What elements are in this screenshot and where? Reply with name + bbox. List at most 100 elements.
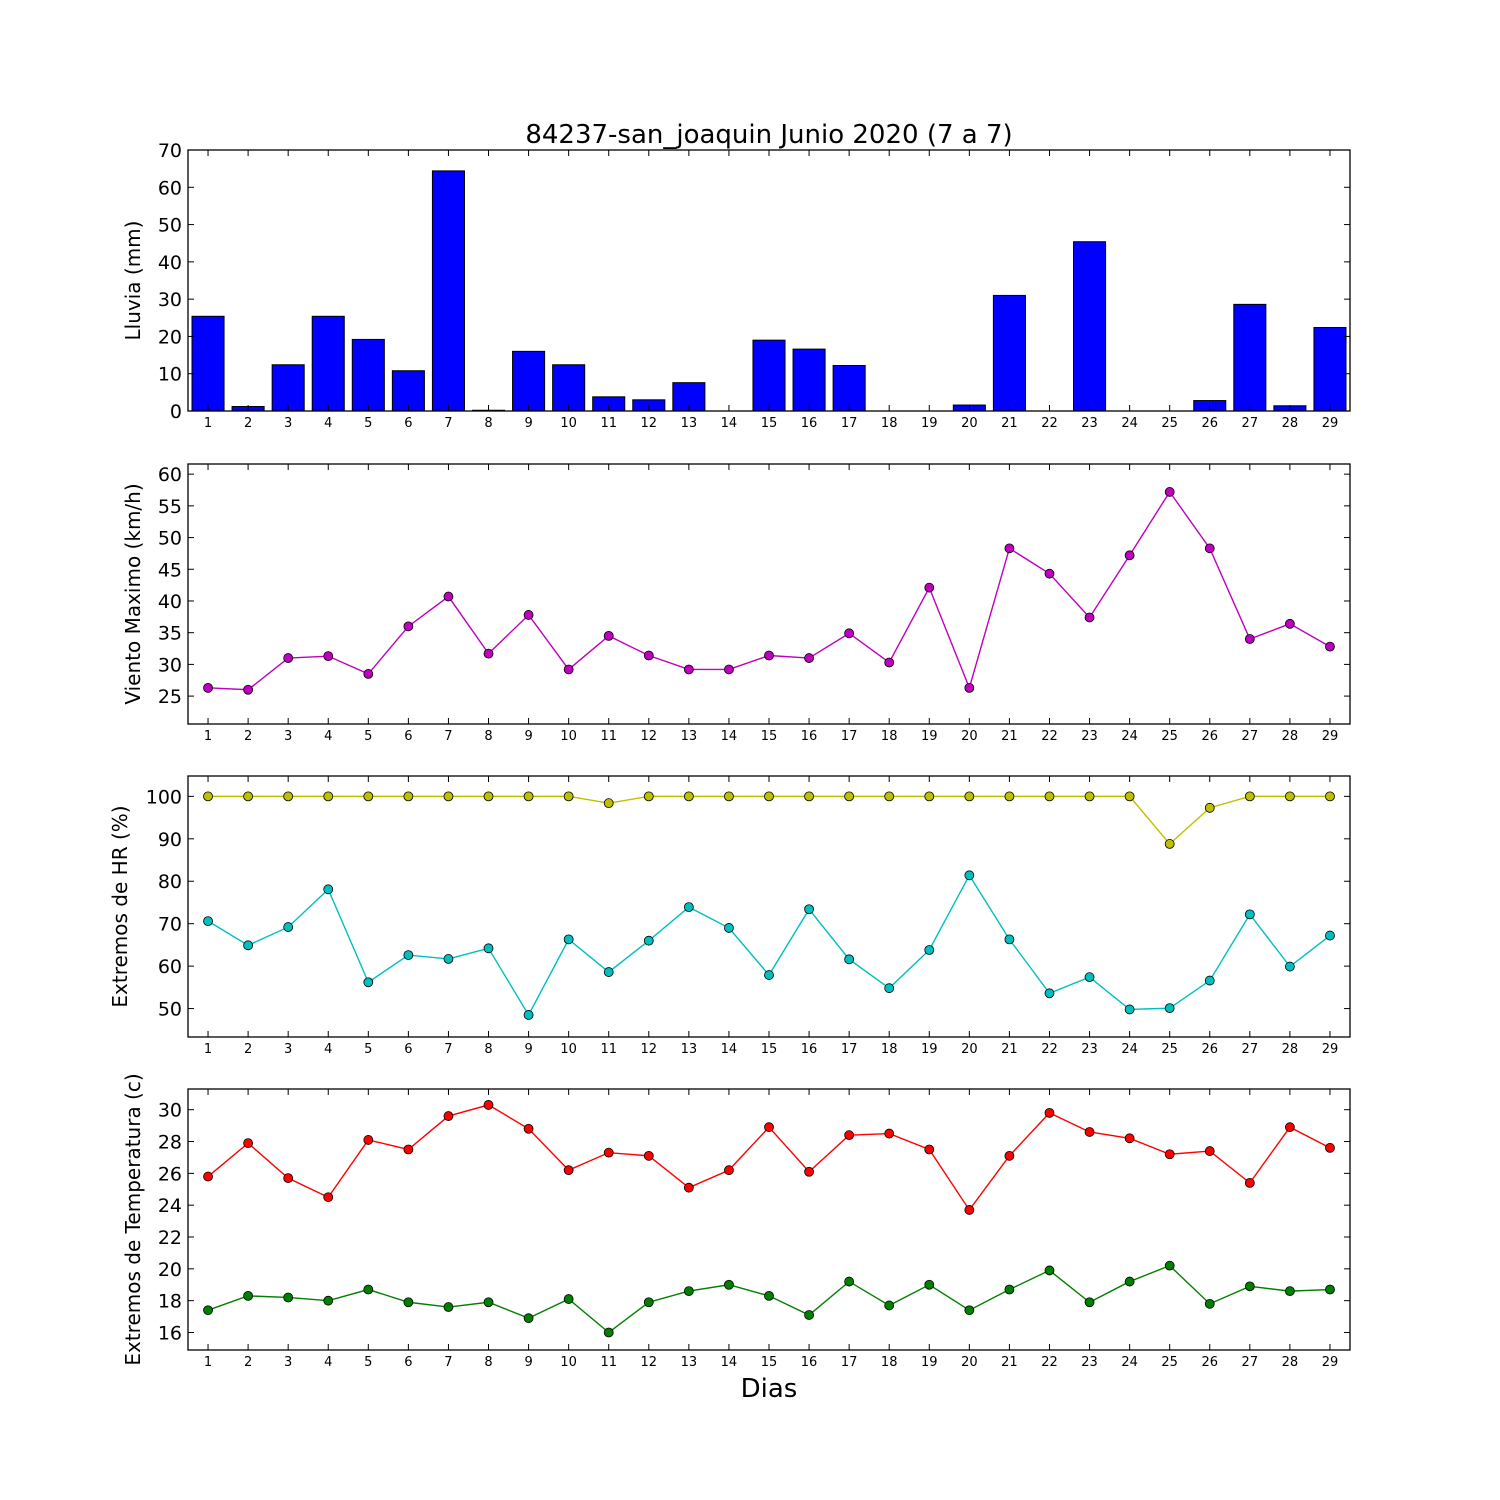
point-day-29 xyxy=(1325,1142,1335,1153)
point-day-12 xyxy=(643,1297,654,1308)
bar-day-5 xyxy=(351,338,385,412)
point-day-28 xyxy=(1284,1286,1295,1297)
xtick-label: 22 xyxy=(1041,1042,1058,1057)
xtick-label: 3 xyxy=(284,416,292,431)
point-day-16 xyxy=(804,653,814,663)
point-day-9 xyxy=(523,1313,534,1324)
point-day-2 xyxy=(243,1138,254,1149)
point-day-13 xyxy=(683,1182,694,1193)
ytick-label: 40 xyxy=(158,252,182,274)
xtick-label: 22 xyxy=(1041,729,1058,744)
xtick-label: 2 xyxy=(244,1355,252,1370)
point-day-17 xyxy=(844,791,855,802)
point-day-15 xyxy=(764,791,774,802)
point-day-29 xyxy=(1325,930,1335,941)
point-day-25 xyxy=(1164,1149,1175,1160)
point-day-16 xyxy=(804,1310,814,1320)
ytick-label: 80 xyxy=(158,871,182,893)
point-day-28 xyxy=(1284,1122,1295,1133)
xtick-label: 11 xyxy=(600,416,617,431)
point-day-26 xyxy=(1204,975,1215,986)
xtick-label: 20 xyxy=(961,1042,978,1057)
point-day-15 xyxy=(764,1290,774,1301)
point-day-12 xyxy=(643,791,654,802)
point-day-26 xyxy=(1204,1298,1215,1309)
point-day-3 xyxy=(283,1173,294,1184)
xtick-label: 29 xyxy=(1322,729,1339,744)
point-day-12 xyxy=(643,1150,654,1161)
point-day-3 xyxy=(283,791,294,802)
ytick-label: 16 xyxy=(158,1322,182,1344)
bar-day-4 xyxy=(311,315,345,412)
point-day-18 xyxy=(884,791,895,802)
xtick-label: 28 xyxy=(1282,1042,1299,1057)
xtick-label: 17 xyxy=(841,1355,858,1370)
bar-day-23 xyxy=(1073,241,1107,412)
point-day-22 xyxy=(1044,1265,1055,1276)
xtick-label: 9 xyxy=(524,416,532,431)
point-day-9 xyxy=(523,1010,534,1020)
point-day-12 xyxy=(643,650,654,661)
xtick-label: 10 xyxy=(560,1355,577,1370)
point-day-2 xyxy=(243,791,254,802)
xtick-label: 12 xyxy=(641,1355,658,1370)
xtick-label: 21 xyxy=(1001,1042,1018,1057)
point-day-16 xyxy=(804,791,814,802)
point-day-1 xyxy=(203,1305,213,1316)
xtick-label: 4 xyxy=(324,1355,332,1370)
point-day-13 xyxy=(683,664,694,675)
ytick-label: 50 xyxy=(158,528,182,550)
xtick-label: 16 xyxy=(801,1355,818,1370)
point-day-23 xyxy=(1084,1127,1095,1137)
xtick-label: 28 xyxy=(1282,729,1299,744)
point-day-19 xyxy=(924,582,935,593)
point-day-22 xyxy=(1044,568,1055,579)
point-day-18 xyxy=(884,983,895,994)
point-day-14 xyxy=(724,1279,734,1290)
point-day-6 xyxy=(403,1297,414,1308)
xtick-label: 4 xyxy=(324,729,332,744)
xtick-label: 1 xyxy=(204,1042,212,1057)
xtick-label: 8 xyxy=(484,416,492,431)
point-day-4 xyxy=(323,1192,334,1203)
point-day-15 xyxy=(764,650,774,661)
point-day-11 xyxy=(603,798,614,809)
point-day-24 xyxy=(1124,1004,1135,1015)
ytick-label: 100 xyxy=(146,786,182,808)
point-day-17 xyxy=(844,954,855,965)
ytick-label: 30 xyxy=(158,1100,182,1122)
xtick-label: 10 xyxy=(560,1042,577,1057)
xtick-label: 25 xyxy=(1161,1042,1178,1057)
series-1 xyxy=(203,1100,1335,1215)
xtick-label: 9 xyxy=(524,729,532,744)
ytick-label: 0 xyxy=(170,401,182,423)
point-day-8 xyxy=(483,1297,494,1308)
point-day-21 xyxy=(1004,791,1015,802)
series-2 xyxy=(203,1260,1335,1338)
point-day-25 xyxy=(1164,487,1175,497)
point-day-1 xyxy=(203,916,213,927)
ytick-label: 22 xyxy=(158,1227,182,1249)
point-day-21 xyxy=(1004,543,1015,554)
xtick-label: 22 xyxy=(1041,1355,1058,1370)
xtick-label: 27 xyxy=(1242,729,1259,744)
xtick-label: 15 xyxy=(761,729,778,744)
xtick-label: 3 xyxy=(284,1042,292,1057)
point-day-13 xyxy=(683,902,694,913)
point-day-7 xyxy=(443,1302,454,1312)
xtick-label: 27 xyxy=(1242,416,1259,431)
xtick-label: 12 xyxy=(641,1042,658,1057)
xtick-label: 14 xyxy=(721,1355,738,1370)
point-day-10 xyxy=(563,664,574,675)
point-day-20 xyxy=(964,682,975,693)
bar-day-17 xyxy=(832,365,866,412)
point-day-6 xyxy=(403,950,414,960)
xtick-label: 19 xyxy=(921,416,938,431)
point-day-17 xyxy=(844,1130,855,1141)
xtick-label: 17 xyxy=(841,729,858,744)
point-day-26 xyxy=(1204,543,1215,554)
point-day-23 xyxy=(1084,612,1095,623)
point-day-9 xyxy=(523,610,534,620)
bar-day-7 xyxy=(431,170,465,412)
point-day-6 xyxy=(403,791,414,802)
